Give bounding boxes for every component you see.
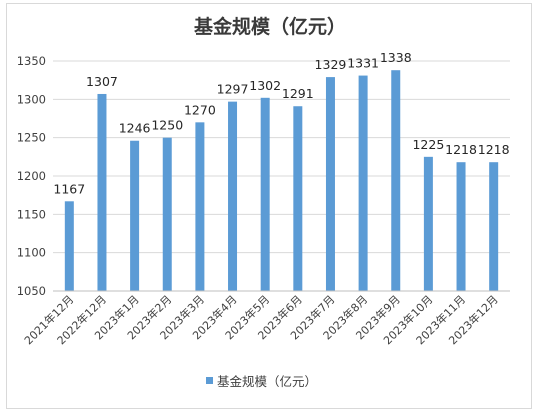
legend: 基金规模（亿元） [206,374,317,389]
data-label: 1250 [151,118,183,133]
y-tick-label: 1250 [17,131,46,145]
data-label: 1270 [184,102,216,117]
bar [423,156,433,291]
data-label: 1218 [445,142,477,157]
data-label: 1297 [217,82,249,97]
legend-label: 基金规模（亿元） [217,374,317,389]
bar [456,162,466,291]
y-tick-label: 1300 [17,92,46,106]
bar [130,140,140,291]
bar [195,122,205,291]
bar [97,93,107,291]
data-label: 1246 [119,121,151,136]
bar [293,106,303,291]
legend-swatch [206,377,213,384]
data-label: 1302 [249,78,281,93]
data-label: 1291 [282,86,314,101]
bar [260,97,270,291]
bar [325,77,335,291]
bar [358,75,368,291]
data-label: 1225 [412,137,444,152]
y-tick-label: 1150 [17,207,46,221]
bar [162,137,172,291]
y-tick-label: 1200 [17,169,46,183]
y-axis: 1050 1100 1150 1200 1250 1300 1350 [17,54,46,298]
y-tick-label: 1050 [17,284,46,298]
data-label: 1167 [53,181,85,196]
data-label: 1329 [315,57,347,72]
y-tick-label: 1350 [17,54,46,68]
data-label: 1307 [86,74,118,89]
bar [228,101,238,291]
bar [489,162,499,291]
bar [391,70,401,291]
chart-title: 基金规模（亿元） [193,15,346,38]
data-label: 1338 [380,50,412,65]
x-axis: 2021年12月2022年12月2023年1月2023年2月2023年3月202… [21,290,510,347]
data-label: 1218 [478,142,510,157]
data-label: 1331 [347,56,379,71]
y-tick-label: 1100 [17,246,46,260]
bar [64,201,74,291]
bars [64,70,499,291]
